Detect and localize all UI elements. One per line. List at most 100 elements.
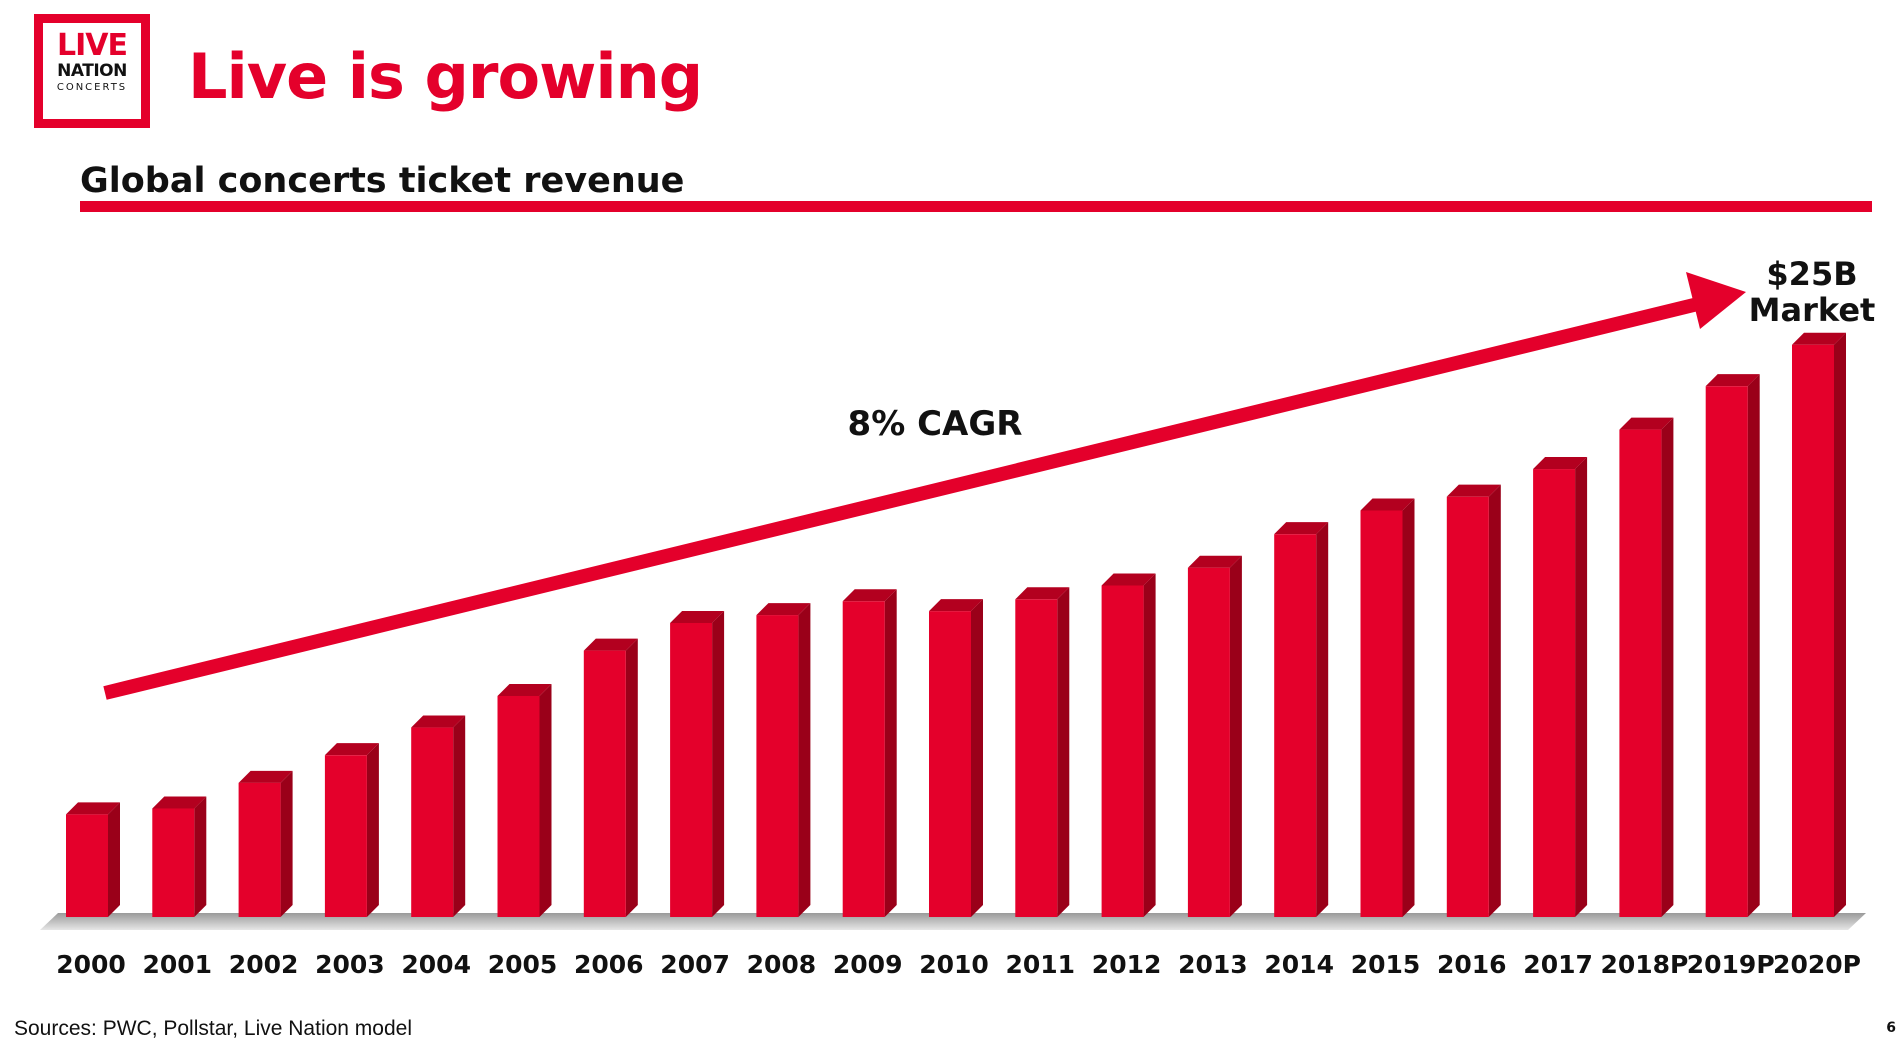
bar-side [1575, 457, 1588, 917]
x-tick-label: 2016 [1437, 950, 1507, 979]
bar-side [1057, 587, 1070, 917]
bar-front [497, 695, 540, 917]
logo-line-live: LIVE [57, 28, 128, 63]
bar-front [324, 755, 367, 917]
bar-side [1143, 573, 1156, 917]
bar-side [366, 743, 379, 917]
x-tick-label: 2004 [401, 950, 471, 979]
bar-front [1015, 599, 1058, 917]
bar-2019P [1705, 374, 1760, 917]
x-tick-label: 2020P [1773, 950, 1861, 979]
bar-front [756, 615, 799, 917]
chart-floor [40, 913, 1866, 930]
bar-top [324, 743, 379, 756]
bar-side [1488, 484, 1501, 917]
bar-2010 [929, 599, 983, 917]
bar-front [583, 650, 626, 917]
x-tick-label: 2001 [143, 950, 213, 979]
bar-2003 [324, 743, 379, 917]
bar-side [1661, 417, 1674, 917]
bar-front [1101, 585, 1144, 917]
bar-2018P [1619, 417, 1674, 917]
x-tick-label: 2012 [1092, 950, 1162, 979]
bar-2000 [66, 802, 120, 917]
x-tick-label: 2019P [1687, 950, 1775, 979]
bar-side [453, 715, 466, 917]
bar-side [539, 683, 552, 917]
chart-subtitle: Global concerts ticket revenue [80, 161, 685, 201]
bar-top [1446, 484, 1501, 497]
bar-side [1316, 522, 1329, 917]
bar-front [411, 727, 454, 917]
bar-top [842, 589, 897, 602]
bar-top [1533, 457, 1588, 470]
bar-front [1274, 534, 1317, 917]
bar-2005 [497, 683, 552, 917]
bar-top [66, 802, 120, 815]
bar-front [1360, 510, 1403, 917]
x-axis-labels: 2000 2001 2002 2003 2004 2005 2006 2007 2008 2009… [56, 950, 1861, 979]
bar-front [842, 601, 885, 917]
logo-line-nation: NATION [57, 61, 127, 81]
page-number: 6 [1886, 1020, 1896, 1036]
bar-side [1747, 374, 1760, 917]
x-tick-label: 2008 [747, 950, 817, 979]
x-tick-label: 2003 [315, 950, 385, 979]
bar-top [756, 603, 811, 616]
x-tick-label: 2014 [1264, 950, 1334, 979]
x-tick-label: 2011 [1006, 950, 1076, 979]
bar-side [712, 610, 725, 917]
bar-top [583, 638, 638, 651]
bar-top [152, 796, 207, 809]
bar-2015 [1360, 498, 1415, 917]
bar-top [238, 770, 293, 783]
trend-arrow-head [1686, 272, 1746, 329]
revenue-bar-chart: 2000 2001 2002 2003 2004 2005 2006 2007 2008 2009… [40, 255, 1875, 979]
bar-top [1705, 374, 1760, 387]
bar-2008 [756, 603, 811, 917]
bar-2009 [842, 589, 897, 917]
bar-2011 [1015, 587, 1070, 917]
market-label-line1: $25B [1766, 255, 1857, 293]
bar-2001 [152, 796, 207, 917]
bar-side [971, 599, 983, 917]
bar-top [1101, 573, 1156, 586]
bar-front [1446, 496, 1489, 917]
bar-top [1619, 417, 1674, 430]
trend-arrow-line [103, 295, 1708, 700]
bar-front [1533, 469, 1576, 917]
bar-top [670, 610, 725, 623]
bar-side [194, 796, 207, 917]
bar-2020P [1792, 332, 1846, 917]
bar-top [1274, 522, 1329, 535]
x-tick-label: 2009 [833, 950, 903, 979]
bar-side [1834, 332, 1846, 917]
x-tick-label: 2002 [229, 950, 299, 979]
bar-group [66, 332, 1846, 917]
bar-side [884, 589, 897, 917]
bar-top [497, 683, 552, 696]
bar-2002 [238, 770, 293, 917]
cagr-label: 8% CAGR [848, 404, 1023, 444]
bar-front [1792, 344, 1834, 917]
bar-top [1792, 332, 1846, 345]
bar-2013 [1187, 555, 1242, 917]
bar-side [1402, 498, 1415, 917]
bar-side [1229, 555, 1242, 917]
bar-front [1705, 386, 1748, 917]
bar-front [66, 814, 108, 917]
bar-side [280, 770, 293, 917]
x-tick-label: 2015 [1351, 950, 1421, 979]
bar-side [108, 802, 120, 917]
bar-front [929, 611, 971, 917]
bar-front [152, 808, 195, 917]
bar-front [670, 622, 713, 917]
bar-top [411, 715, 466, 728]
x-tick-label: 2010 [919, 950, 989, 979]
logo-line-concerts: CONCERTS [56, 82, 128, 93]
bar-side [798, 603, 811, 917]
x-tick-label: 2006 [574, 950, 644, 979]
x-tick-label: 2007 [660, 950, 730, 979]
bar-2014 [1274, 522, 1329, 917]
bar-front [1187, 567, 1230, 917]
